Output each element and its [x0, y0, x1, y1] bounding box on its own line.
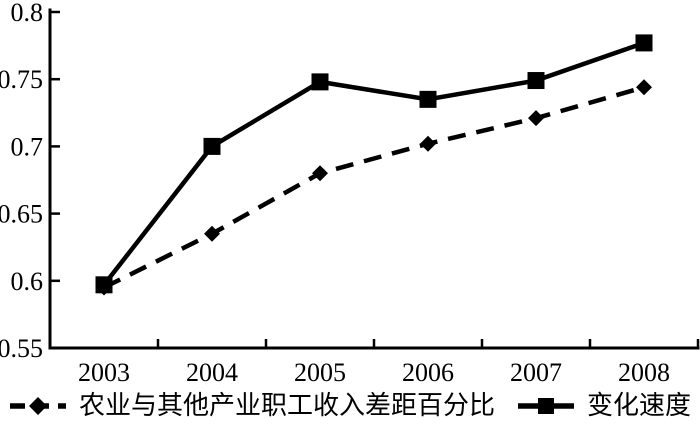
chart-legend: 农业与其他产业职工收入差距百分比 变化速度 — [0, 389, 700, 423]
x-tick-label: 2003 — [78, 358, 130, 387]
y-tick-label: 0.75 — [0, 65, 43, 94]
y-tick-label: 0.6 — [11, 267, 44, 296]
x-tick-label: 2007 — [510, 358, 562, 387]
solid-line-square-legend-icon — [518, 398, 574, 414]
x-tick-label: 2004 — [186, 358, 238, 387]
dashed-line-diamond-legend-icon — [9, 397, 66, 415]
legend-item-income-gap: 农业与其他产业职工收入差距百分比 — [9, 389, 495, 423]
x-tick-label: 2005 — [294, 358, 346, 387]
data-point-square — [419, 90, 437, 108]
data-point-diamond — [420, 135, 436, 152]
data-point-square — [311, 73, 329, 91]
data-point-square — [203, 137, 221, 155]
x-tick-label: 2006 — [402, 358, 454, 387]
data-point-diamond — [312, 165, 328, 182]
series-line-0 — [102, 85, 645, 290]
legend-sample-square — [538, 398, 554, 414]
data-point-square — [635, 34, 653, 52]
y-tick-label: 0.8 — [11, 0, 44, 27]
series-line-1 — [102, 40, 645, 287]
legend-sample-diamond — [28, 397, 47, 415]
y-tick-label: 0.65 — [0, 200, 43, 229]
data-point-square — [527, 72, 545, 90]
x-tick-label: 2008 — [618, 358, 670, 387]
y-tick-label: 0.7 — [11, 132, 44, 161]
legend-label-income-gap: 农业与其他产业职工收入差距百分比 — [78, 391, 495, 420]
data-point-diamond — [528, 110, 544, 127]
legend-item-change-speed: 变化速度 — [517, 389, 691, 423]
y-tick-label: 0.55 — [0, 334, 43, 363]
data-point-diamond — [204, 225, 220, 242]
data-point-diamond — [636, 79, 652, 96]
legend-label-change-speed: 变化速度 — [587, 391, 692, 420]
data-point-square — [95, 276, 113, 294]
